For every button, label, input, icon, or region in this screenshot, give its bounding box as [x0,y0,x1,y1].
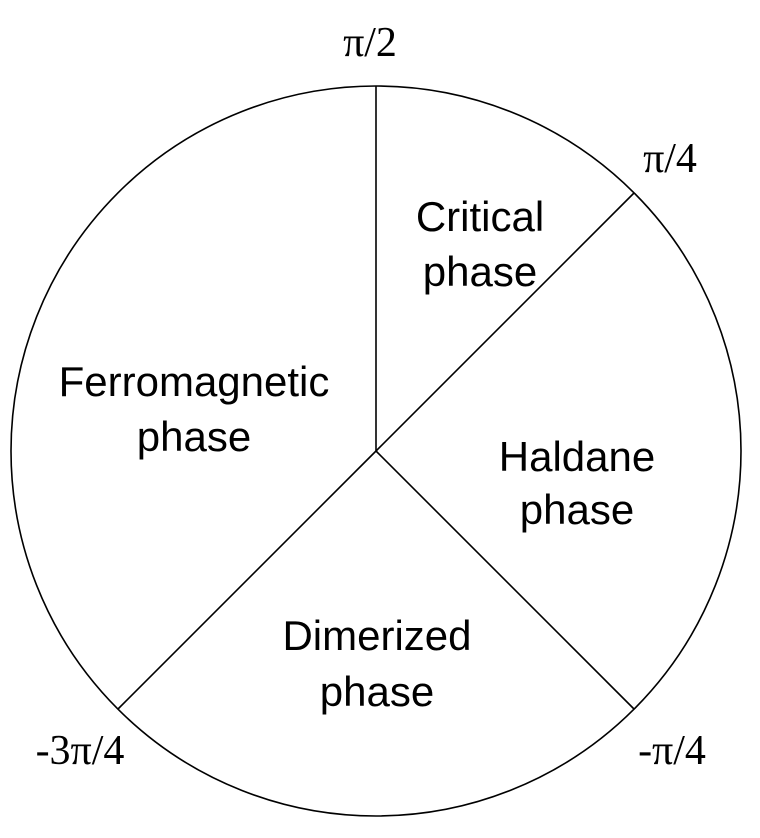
angle-label-pi-over-4: π/4 [643,136,697,182]
ferromagnetic-phase-line2: phase [137,413,251,460]
haldane-phase-line1: Haldane [499,433,655,480]
boundary-pi-over-4 [375,192,635,452]
dimerized-phase-line1: Dimerized [282,612,471,659]
angle-label-minus-pi-over-4: -π/4 [638,728,706,774]
angle-label-pi-over-2: π/2 [343,20,397,66]
critical-phase-label: Critical phase [416,193,544,295]
critical-phase-line2: phase [423,248,537,295]
dimerized-phase-label: Dimerized phase [282,612,471,715]
haldane-phase-line2: phase [520,486,634,533]
critical-phase-line1: Critical [416,193,544,240]
angle-label-minus-3pi-over-4: -3π/4 [36,728,125,774]
boundary-minus-pi-over-4 [375,450,635,710]
ferromagnetic-phase-line1: Ferromagnetic [59,358,330,405]
boundary-minus-3pi-over-4 [117,450,377,710]
ferromagnetic-phase-label: Ferromagnetic phase [59,358,330,460]
dimerized-phase-line2: phase [320,668,434,715]
haldane-phase-label: Haldane phase [499,433,655,533]
